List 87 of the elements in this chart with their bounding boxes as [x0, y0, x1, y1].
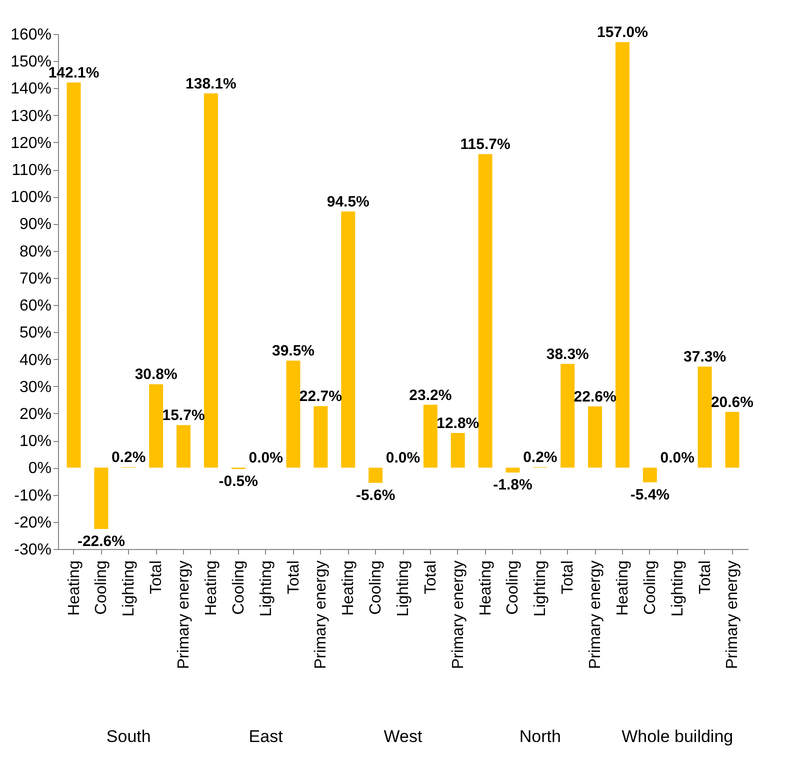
bar [506, 468, 520, 473]
y-tick-label: 30% [19, 378, 52, 396]
data-label: 0.2% [523, 449, 558, 466]
bar [698, 366, 712, 468]
data-label: -5.4% [630, 486, 670, 504]
x-tick-label: Primary energy [312, 560, 330, 669]
bar [286, 360, 300, 468]
x-tick-label: Lighting [258, 560, 275, 617]
y-tick-label: -30% [14, 542, 52, 558]
y-tick-label: 130% [10, 108, 52, 125]
y-tick-label: -10% [14, 487, 52, 504]
x-tick-label: Total [422, 560, 440, 594]
y-tick-label: 20% [19, 406, 52, 423]
x-tick-label: Primary energy [724, 560, 742, 669]
bar [642, 468, 657, 482]
y-tick-label: 70% [19, 270, 52, 288]
data-label: 94.5% [326, 194, 370, 211]
data-label: 0.0% [660, 450, 694, 467]
bar [368, 468, 383, 483]
data-label: 23.2% [409, 386, 452, 404]
data-label: -1.8% [493, 476, 532, 494]
x-tick-label: Lighting [532, 560, 550, 617]
y-tick-label: 0% [28, 460, 52, 478]
y-tick-label: 60% [19, 298, 52, 315]
x-tick-label: Cooling [93, 560, 110, 615]
text: North [519, 727, 561, 746]
bar [423, 404, 438, 468]
data-label: -0.5% [218, 473, 258, 490]
data-label: 157.0% [597, 24, 648, 42]
y-tick-label: 110% [12, 162, 52, 180]
y-tick-label: 50% [19, 324, 52, 342]
bar [314, 406, 328, 468]
text: East [248, 727, 284, 746]
data-label: -22.6% [77, 532, 125, 550]
x-tick-label: Lighting [395, 560, 412, 617]
x-tick-label: Cooling [368, 560, 385, 615]
y-tick-label: 160% [10, 26, 52, 44]
text: Whole building [622, 727, 734, 746]
x-tick-label: Primary energy [587, 560, 604, 669]
data-label: 0.2% [112, 449, 146, 466]
x-tick-label: Total [560, 560, 577, 594]
bar [341, 212, 356, 468]
x-tick-label: Primary energy [176, 560, 193, 669]
bar [615, 42, 630, 468]
y-tick-label: 90% [19, 216, 52, 234]
x-tick-label: Lighting [120, 560, 138, 617]
y-tick-label: 100% [10, 189, 52, 206]
x-tick-label: Heating [202, 560, 220, 616]
text: South [106, 727, 151, 746]
data-label: -5.6% [356, 486, 396, 504]
bar [588, 406, 602, 468]
data-label: 0.0% [248, 450, 283, 467]
data-label: 37.3% [684, 348, 726, 366]
text: West [384, 727, 422, 746]
data-label: 138.1% [186, 75, 236, 92]
y-tick-label: 140% [10, 80, 52, 98]
y-tick-label: -20% [14, 514, 52, 532]
x-tick-label: Heating [477, 560, 494, 616]
bar [204, 93, 218, 468]
y-tick-label: 10% [19, 433, 52, 450]
bar [66, 82, 81, 468]
x-tick-label: Heating [66, 560, 83, 616]
x-tick-label: Cooling [504, 560, 522, 615]
x-tick-label: Primary energy [450, 560, 467, 669]
bar [94, 468, 108, 529]
x-tick-label: Lighting [669, 560, 686, 617]
y-tick-label: 120% [10, 134, 52, 152]
bar [176, 425, 191, 468]
x-tick-label: Heating [340, 560, 358, 616]
x-tick-label: Cooling [642, 560, 659, 615]
x-tick-label: Total [285, 560, 302, 594]
x-tick-label: Cooling [230, 560, 248, 615]
data-label: 115.7% [460, 136, 510, 154]
y-tick-label: 80% [19, 243, 52, 260]
bar [560, 364, 575, 468]
x-tick-label: Heating [614, 560, 632, 616]
x-tick-label: Total [148, 560, 166, 594]
data-label: 39.5% [272, 342, 315, 360]
bar [725, 412, 740, 468]
x-tick-label: Total [696, 560, 714, 594]
bar [478, 154, 492, 468]
bar [450, 432, 465, 468]
y-tick-label: 40% [19, 352, 52, 369]
data-label: 38.3% [546, 346, 589, 363]
data-label: 0.0% [386, 450, 420, 467]
bar [149, 384, 164, 468]
data-label: 30.8% [134, 366, 178, 384]
